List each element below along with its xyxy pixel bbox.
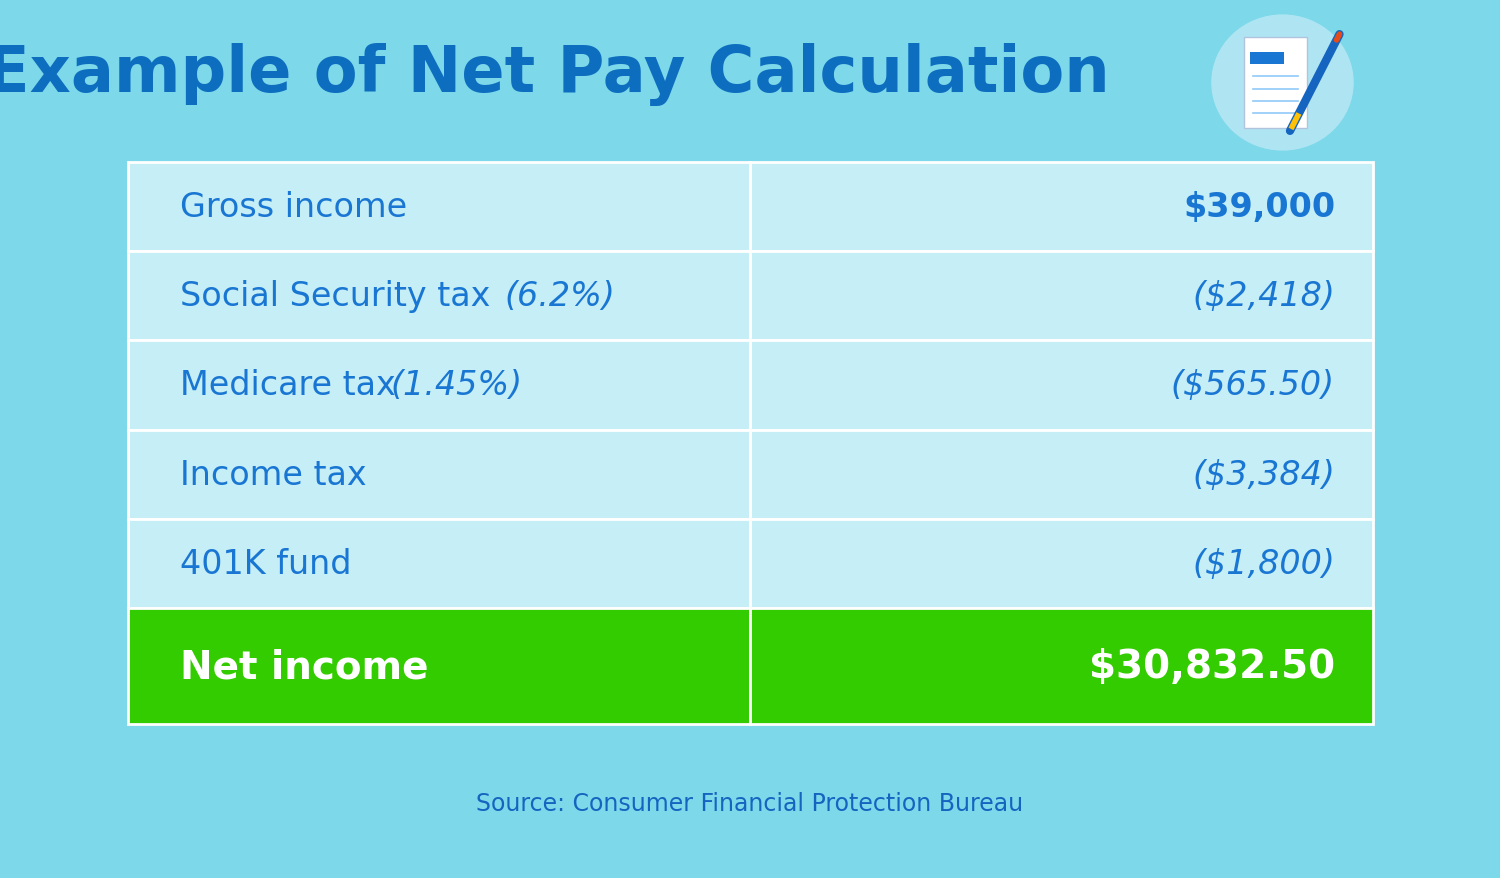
Text: (6.2%): (6.2%) [504, 280, 615, 313]
FancyBboxPatch shape [750, 162, 1372, 252]
FancyBboxPatch shape [750, 519, 1372, 608]
FancyBboxPatch shape [750, 608, 1372, 724]
Text: Income tax: Income tax [180, 458, 366, 491]
FancyBboxPatch shape [750, 430, 1372, 519]
Text: Example of Net Pay Calculation: Example of Net Pay Calculation [0, 43, 1110, 106]
FancyBboxPatch shape [128, 162, 750, 252]
FancyBboxPatch shape [128, 608, 750, 724]
FancyBboxPatch shape [1250, 53, 1284, 65]
Text: $30,832.50: $30,832.50 [1089, 647, 1335, 686]
Text: $39,000: $39,000 [1184, 191, 1335, 224]
Text: Social Security tax: Social Security tax [180, 280, 501, 313]
Text: ($565.50): ($565.50) [1172, 369, 1335, 402]
FancyBboxPatch shape [750, 252, 1372, 341]
FancyBboxPatch shape [1244, 38, 1306, 129]
FancyBboxPatch shape [128, 430, 750, 519]
FancyBboxPatch shape [750, 341, 1372, 430]
Text: Gross income: Gross income [180, 191, 406, 224]
FancyBboxPatch shape [128, 252, 750, 341]
Text: Source: Consumer Financial Protection Bureau: Source: Consumer Financial Protection Bu… [477, 791, 1023, 816]
Ellipse shape [1212, 16, 1353, 151]
FancyBboxPatch shape [128, 341, 750, 430]
Text: Net income: Net income [180, 647, 429, 686]
Text: Medicare tax: Medicare tax [180, 369, 406, 402]
Text: ($3,384): ($3,384) [1192, 458, 1335, 491]
FancyBboxPatch shape [128, 519, 750, 608]
Text: ($2,418): ($2,418) [1192, 280, 1335, 313]
Text: 401K fund: 401K fund [180, 547, 351, 580]
Text: ($1,800): ($1,800) [1192, 547, 1335, 580]
Text: (1.45%): (1.45%) [390, 369, 522, 402]
